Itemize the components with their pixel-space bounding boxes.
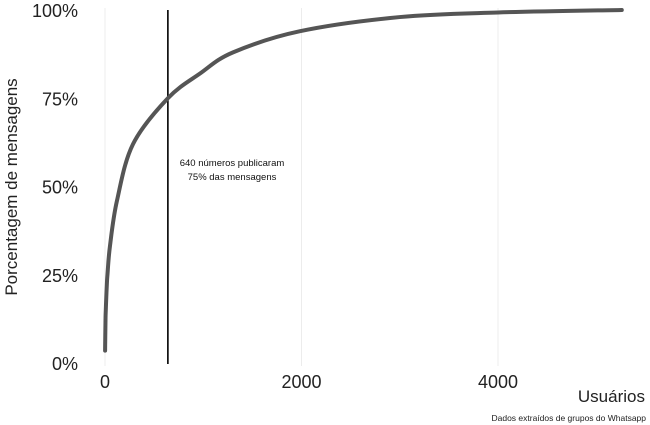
y-tick-label: 0% (52, 354, 78, 374)
series-line (103, 8, 624, 353)
data-point (103, 333, 107, 337)
data-point (104, 303, 108, 307)
x-tick-label: 2000 (281, 372, 321, 392)
y-tick-label: 25% (42, 266, 78, 286)
data-point (103, 319, 108, 323)
data-point (103, 349, 107, 353)
x-axis-label: Usuários (578, 387, 645, 406)
y-tick-label: 50% (42, 178, 78, 198)
caption: Dados extraídos de grupos do Whatsapp (491, 413, 646, 423)
data-point (103, 313, 108, 317)
annotation-line-2: 75% das mensagens (188, 172, 277, 183)
x-tick-label: 0 (100, 372, 110, 392)
y-axis-label: Porcentagem de mensagens (2, 78, 21, 295)
data-point (104, 308, 108, 312)
annotation-line-1: 640 números publicaram (180, 158, 285, 169)
y-tick-label: 75% (42, 89, 78, 109)
x-tick-label: 4000 (478, 372, 518, 392)
data-point (103, 326, 107, 330)
data-point (103, 340, 107, 344)
y-tick-label: 100% (32, 1, 78, 21)
